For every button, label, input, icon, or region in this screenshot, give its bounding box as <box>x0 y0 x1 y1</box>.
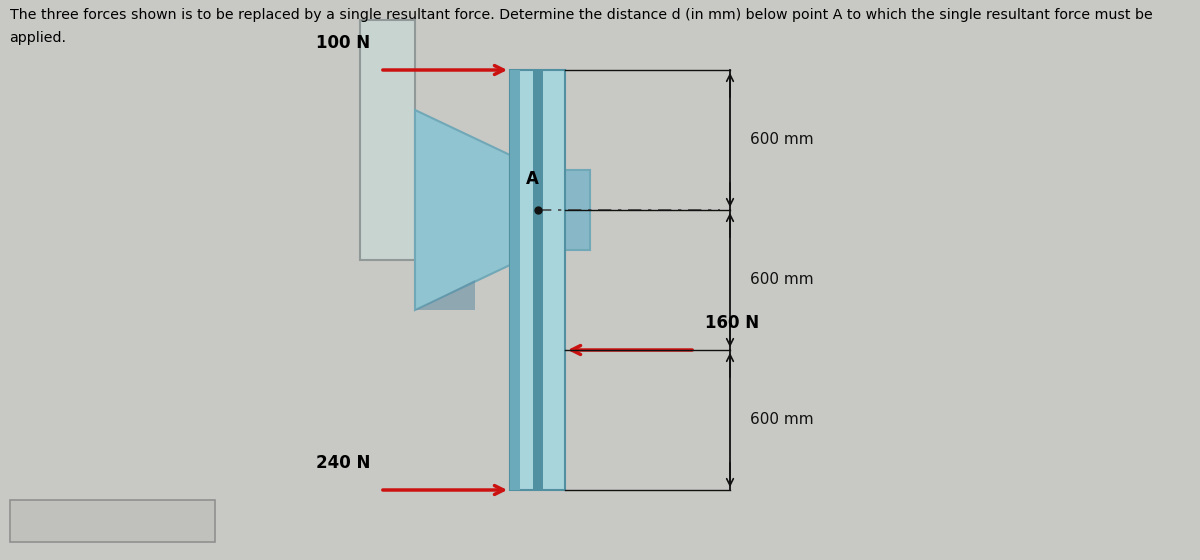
Polygon shape <box>415 110 510 310</box>
Text: applied.: applied. <box>10 31 67 45</box>
Text: 600 mm: 600 mm <box>750 273 814 287</box>
Text: The three forces shown is to be replaced by a single resultant force. Determine : The three forces shown is to be replaced… <box>10 8 1152 22</box>
Bar <box>510 70 565 490</box>
Text: 600 mm: 600 mm <box>750 133 814 147</box>
Bar <box>510 70 520 490</box>
Polygon shape <box>415 280 475 310</box>
Text: 600 mm: 600 mm <box>750 413 814 427</box>
Text: A: A <box>526 170 539 188</box>
Text: 160 N: 160 N <box>706 314 760 332</box>
Bar <box>533 70 542 490</box>
Text: 240 N: 240 N <box>316 454 370 472</box>
Bar <box>10 500 215 542</box>
Bar <box>360 20 415 260</box>
Text: 100 N: 100 N <box>316 34 370 52</box>
Bar <box>565 170 590 250</box>
